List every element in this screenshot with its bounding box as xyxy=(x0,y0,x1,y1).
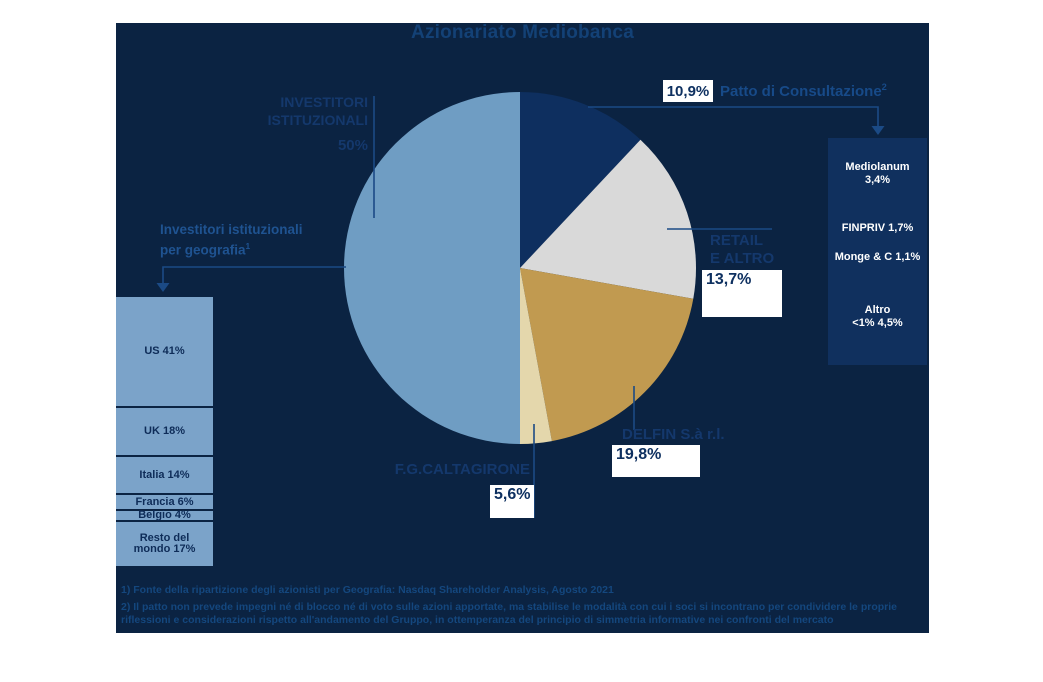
label-pct-patto: 10,9% xyxy=(666,82,710,100)
geography-panel: US 41% UK 18% Italia 14% Francia 6% Belgio 4… xyxy=(116,297,213,568)
patto-item: FINPRIV 1,7% xyxy=(828,210,927,246)
label-patto-name: Patto di Consultazione2 xyxy=(720,82,887,100)
footnote-1: 1) Fonte della ripartizione degli azioni… xyxy=(121,584,614,596)
geo-item: Italia 14% xyxy=(116,457,213,493)
label-line: E ALTRO xyxy=(710,250,775,267)
patto-item-label: Monge & C 1,1% xyxy=(834,251,921,264)
label-line: INVESTITORI xyxy=(280,94,368,110)
geo-item: Resto del mondo 17% xyxy=(116,522,213,566)
geo-item: UK 18% xyxy=(116,408,213,455)
patto-item-label: <1% 4,5% xyxy=(852,317,903,330)
label-line: Investitori istituzionali xyxy=(160,222,303,237)
highlight-box-retail-pct: 13,7% xyxy=(702,270,782,317)
label-investitori-istituzionali: INVESTITORI ISTITUZIONALI 50% xyxy=(236,93,368,155)
label-delfin: DELFIN S.à r.l. xyxy=(622,426,725,443)
label-pct-caltagirone: 5,6% xyxy=(494,486,531,503)
geo-item-label: UK 18% xyxy=(144,425,185,437)
label-line: per geografia1 xyxy=(160,241,251,258)
footnote-2: 2) Il patto non prevede impegni né di bl… xyxy=(121,601,897,626)
footnote-ref-2: 2 xyxy=(881,82,887,92)
patto-item: Mediolanum 3,4% xyxy=(828,138,927,210)
geo-item: Belgio 4% xyxy=(116,509,213,521)
label-line: RETAIL xyxy=(710,232,764,249)
highlight-box-caltagirone-pct: 5,6% xyxy=(490,485,534,518)
patto-item-label: 3,4% xyxy=(864,174,891,187)
highlight-box-patto-pct: 10,9% xyxy=(663,80,713,102)
label-pct-retail: 13,7% xyxy=(706,271,752,288)
label-pct-delfin: 19,8% xyxy=(616,446,662,463)
geo-item-label: Resto del xyxy=(139,532,190,544)
patto-item: Altro <1% 4,5% xyxy=(828,270,927,365)
patto-item-label: FINPRIV 1,7% xyxy=(841,221,914,234)
patto-breakdown-panel: Mediolanum 3,4% FINPRIV 1,7% Monge & C 1,1%… xyxy=(828,138,927,365)
geo-item: Francia 6% xyxy=(116,495,213,509)
page-title: Azionariato Mediobanca xyxy=(411,22,634,43)
geo-item: US 41% xyxy=(116,297,213,406)
label-geografia-title: Investitori istituzionali per geografia1 xyxy=(160,221,303,259)
label-line: ISTITUZIONALI xyxy=(267,112,368,128)
patto-item: Monge & C 1,1% xyxy=(828,246,927,269)
geo-item-label: Belgio 4% xyxy=(138,509,191,521)
label-caltagirone: F.G.CALTAGIRONE xyxy=(394,461,530,478)
label-pct-50: 50% xyxy=(337,137,368,154)
geo-item-label: Francia 6% xyxy=(135,495,194,508)
footnote-ref-1: 1 xyxy=(245,241,251,251)
label-retail: RETAIL E ALTRO xyxy=(710,232,774,268)
geo-item-label: Italia 14% xyxy=(139,468,190,481)
patto-item-label: Altro xyxy=(864,304,891,317)
geo-item-label: US 41% xyxy=(144,345,185,357)
patto-item-label: Mediolanum xyxy=(845,161,910,174)
highlight-box-delfin-pct: 19,8% xyxy=(612,445,700,477)
geo-item-label: mondo 17% xyxy=(133,543,196,555)
